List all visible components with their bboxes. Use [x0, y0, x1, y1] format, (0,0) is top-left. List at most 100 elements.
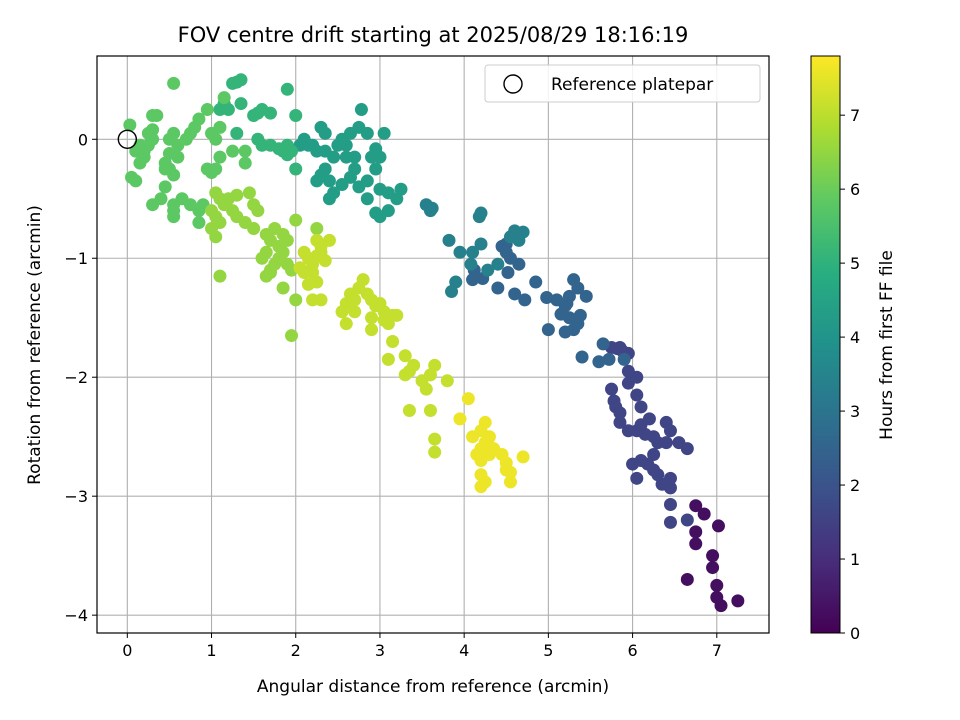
data-point	[289, 293, 303, 307]
data-point	[247, 108, 261, 122]
y-tick-label: −3	[64, 487, 88, 506]
data-point	[407, 358, 421, 372]
data-point	[348, 293, 362, 307]
data-point	[575, 350, 589, 364]
data-point	[466, 245, 480, 259]
data-point	[491, 281, 505, 295]
data-point	[579, 289, 593, 303]
x-axis-ticks: 0 1 2 3 4 5 6 7	[122, 633, 722, 660]
x-tick-label: 1	[206, 641, 216, 660]
data-point	[339, 150, 353, 164]
data-point	[348, 305, 362, 319]
legend-label: Reference platepar	[551, 75, 713, 95]
x-tick-label: 5	[543, 641, 553, 660]
data-point	[402, 404, 416, 418]
data-point	[607, 394, 621, 408]
colorbar-tick-label: 4	[850, 328, 860, 347]
data-point	[503, 465, 517, 479]
data-point	[501, 266, 515, 280]
data-point	[423, 404, 437, 418]
data-point	[129, 144, 143, 158]
data-point	[647, 448, 661, 462]
data-point	[381, 317, 395, 331]
data-point	[634, 453, 648, 467]
data-point	[663, 424, 677, 438]
data-point	[255, 251, 269, 265]
data-point	[512, 233, 526, 247]
data-point	[276, 245, 290, 259]
data-point	[123, 118, 137, 132]
colorbar-tick-label: 6	[850, 180, 860, 199]
data-point	[464, 257, 478, 271]
reference-marker	[117, 129, 138, 149]
data-point	[167, 76, 181, 90]
x-axis-title: Angular distance from reference (arcmin)	[257, 677, 609, 697]
data-point	[213, 269, 227, 283]
data-point	[425, 201, 439, 215]
data-point	[369, 206, 383, 220]
x-tick-label: 2	[291, 641, 301, 660]
colorbar-tick-label: 3	[850, 402, 860, 421]
data-point	[630, 388, 644, 402]
x-tick-label: 6	[627, 641, 637, 660]
data-point	[365, 323, 379, 337]
data-point	[680, 513, 694, 527]
data-point	[310, 233, 324, 247]
data-point	[125, 170, 139, 184]
data-point	[377, 126, 391, 140]
data-point	[381, 352, 395, 366]
data-point	[602, 352, 616, 366]
y-tick-label: 0	[78, 130, 88, 149]
data-point	[613, 415, 627, 429]
data-point	[280, 233, 294, 247]
data-point	[491, 257, 505, 271]
data-point	[327, 150, 341, 164]
data-point	[605, 382, 619, 396]
data-point	[356, 273, 370, 287]
data-point	[234, 97, 248, 111]
data-point	[508, 287, 522, 301]
data-point	[516, 450, 530, 464]
data-point	[596, 337, 610, 351]
data-point	[461, 392, 475, 406]
data-point	[390, 308, 404, 322]
data-point	[369, 162, 383, 176]
data-point	[621, 424, 635, 438]
data-point	[440, 374, 454, 388]
data-point	[322, 233, 336, 247]
data-point	[634, 400, 648, 414]
data-point	[503, 475, 517, 489]
data-point	[453, 245, 467, 259]
data-point	[192, 216, 206, 230]
data-point	[689, 499, 703, 513]
data-point	[289, 108, 303, 122]
data-point	[613, 406, 627, 420]
colorbar-gradient	[810, 55, 841, 634]
data-point	[663, 515, 677, 529]
data-point	[689, 537, 703, 551]
data-point	[689, 525, 703, 539]
data-point	[697, 507, 711, 521]
data-point	[301, 277, 315, 291]
data-point	[642, 412, 656, 426]
data-point	[162, 132, 176, 146]
data-point	[158, 180, 172, 194]
x-tick-label: 7	[712, 641, 722, 660]
data-point	[731, 594, 745, 608]
data-point	[154, 192, 168, 206]
data-point	[242, 186, 256, 200]
data-point	[453, 412, 467, 426]
data-point	[276, 281, 290, 295]
data-point	[238, 156, 252, 170]
colorbar-tick-label: 1	[850, 550, 860, 569]
data-point	[560, 296, 574, 310]
data-point	[335, 177, 349, 191]
data-point	[280, 82, 294, 96]
data-point	[630, 471, 644, 485]
data-point	[318, 254, 332, 268]
data-point	[386, 335, 400, 349]
data-point	[251, 204, 265, 218]
data-point	[573, 308, 587, 322]
y-axis-title: Rotation from reference (arcmin)	[25, 205, 45, 485]
data-point	[495, 448, 509, 462]
